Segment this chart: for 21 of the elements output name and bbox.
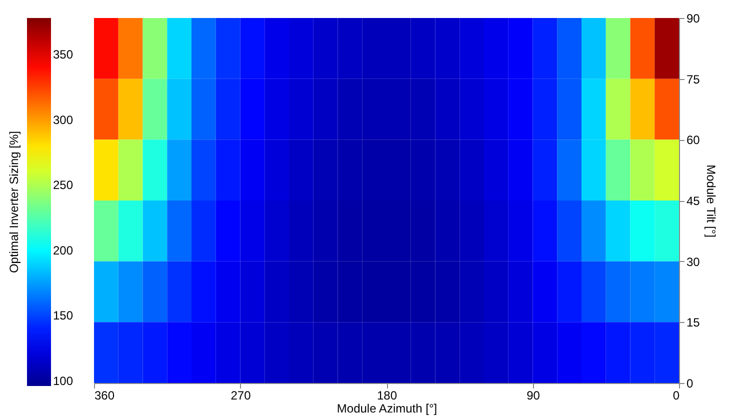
x-tick-label: 0 — [672, 388, 680, 402]
y-tick-label: 90 — [686, 12, 700, 26]
y-tick-label: 75 — [686, 72, 700, 86]
x-tick-label: 360 — [94, 388, 115, 402]
y-tick-label: 0 — [686, 376, 694, 390]
y-tick-label: 45 — [686, 194, 700, 208]
y-axis-title: Module Tilt [°] — [704, 164, 718, 238]
color-bar-label: 150 — [53, 308, 74, 323]
color-bar-label: 100 — [53, 374, 74, 388]
color-bar-label: 300 — [53, 112, 74, 127]
y-tick-label: 60 — [686, 133, 700, 148]
color-bar-title: Optimal Inverter Sizing [%] — [7, 130, 21, 274]
y-tick-label: 15 — [686, 316, 700, 330]
color-bar-label: 250 — [53, 178, 74, 192]
x-tick-label: 270 — [230, 388, 252, 402]
y-tick-label: 30 — [686, 254, 700, 269]
x-tick-label: 180 — [376, 388, 398, 402]
x-tick-label: 90 — [526, 388, 540, 402]
x-axis-title: Module Azimuth [°] — [336, 402, 438, 416]
color-bar-label: 200 — [53, 243, 74, 258]
color-bar-label: 350 — [53, 48, 74, 62]
